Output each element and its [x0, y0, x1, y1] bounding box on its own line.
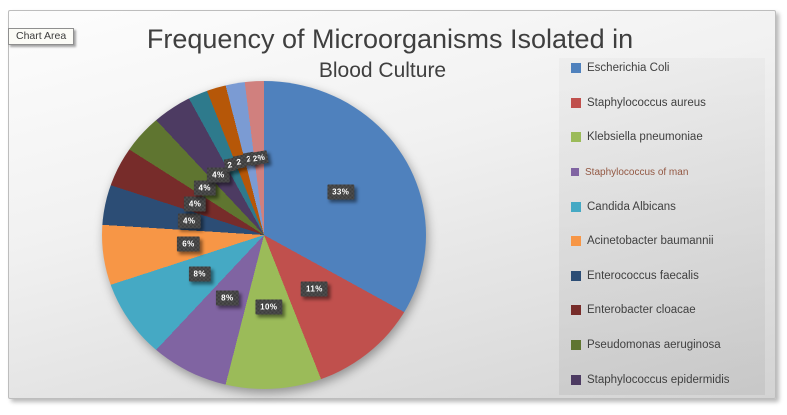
data-label[interactable]: 6% — [177, 237, 199, 252]
legend-label: Staphylococcus of man — [585, 166, 689, 178]
chart-title-line2[interactable]: Blood Culture — [318, 59, 447, 82]
legend-swatch-icon — [571, 305, 581, 316]
legend-swatch-icon — [571, 270, 581, 281]
legend-swatch-icon — [571, 132, 581, 143]
data-label[interactable]: 11% — [301, 282, 328, 297]
legend-item[interactable]: Pseudomonas aeruginosa — [559, 328, 765, 363]
legend-swatch-icon — [571, 63, 581, 74]
legend-item[interactable]: Acinetobacter baumannii — [559, 224, 765, 259]
legend-item[interactable]: Enterococcus faecalis — [559, 259, 765, 294]
plot-area: 33% 11% 10% 8% 8% 6% 4% 4% 4% 4% 2 2 2 2% — [102, 81, 426, 389]
chart-title-line1[interactable]: Frequency of Microorganisms Isolated in — [146, 24, 634, 54]
legend-swatch-icon — [571, 374, 581, 385]
data-label[interactable]: 4% — [194, 181, 216, 196]
legend-item[interactable]: Staphylococcus aureus — [559, 86, 765, 121]
legend-item[interactable]: Staphylococcus epidermidis — [559, 362, 765, 397]
legend-item[interactable]: Enterobacter cloacae — [559, 293, 765, 328]
legend-item[interactable]: Klebsiella pneumoniae — [559, 120, 765, 155]
chart-area-tooltip: Chart Area — [8, 28, 75, 45]
legend-label: Staphylococcus aureus — [587, 96, 706, 109]
data-label[interactable]: 4% — [207, 168, 229, 183]
legend-label: Acinetobacter baumannii — [587, 235, 714, 248]
legend-swatch-icon — [571, 201, 581, 212]
legend-items: Escherichia Coli Staphylococcus aureus Kle… — [559, 51, 765, 397]
pie-chart[interactable] — [102, 81, 426, 389]
legend-item[interactable]: Escherichia Coli — [559, 51, 765, 86]
data-label[interactable]: 8% — [189, 266, 211, 281]
legend-swatch-icon — [571, 340, 581, 351]
data-label[interactable]: 33% — [327, 184, 354, 199]
data-label[interactable]: 10% — [255, 300, 282, 315]
tooltip-label: Chart Area — [16, 30, 67, 42]
legend-label: Candida Albicans — [587, 200, 676, 213]
legend-label: Escherichia Coli — [587, 62, 670, 75]
data-label[interactable]: 8% — [216, 291, 238, 306]
legend-item[interactable]: Staphylococcus of man — [559, 155, 765, 190]
legend-label: Pseudomonas aeruginosa — [587, 339, 721, 352]
legend-label: Enterococcus faecalis — [587, 269, 699, 282]
legend[interactable]: Escherichia Coli Staphylococcus aureus Kle… — [559, 58, 765, 395]
legend-swatch-icon — [571, 168, 579, 177]
legend-label: Staphylococcus epidermidis — [587, 373, 730, 386]
legend-swatch-icon — [571, 236, 581, 247]
data-label[interactable]: 4% — [184, 197, 206, 212]
legend-item[interactable]: Candida Albicans — [559, 189, 765, 224]
legend-swatch-icon — [571, 97, 581, 108]
legend-label: Enterobacter cloacae — [587, 304, 696, 317]
data-label[interactable]: 4% — [178, 214, 200, 229]
legend-label: Klebsiella pneumoniae — [587, 131, 703, 144]
